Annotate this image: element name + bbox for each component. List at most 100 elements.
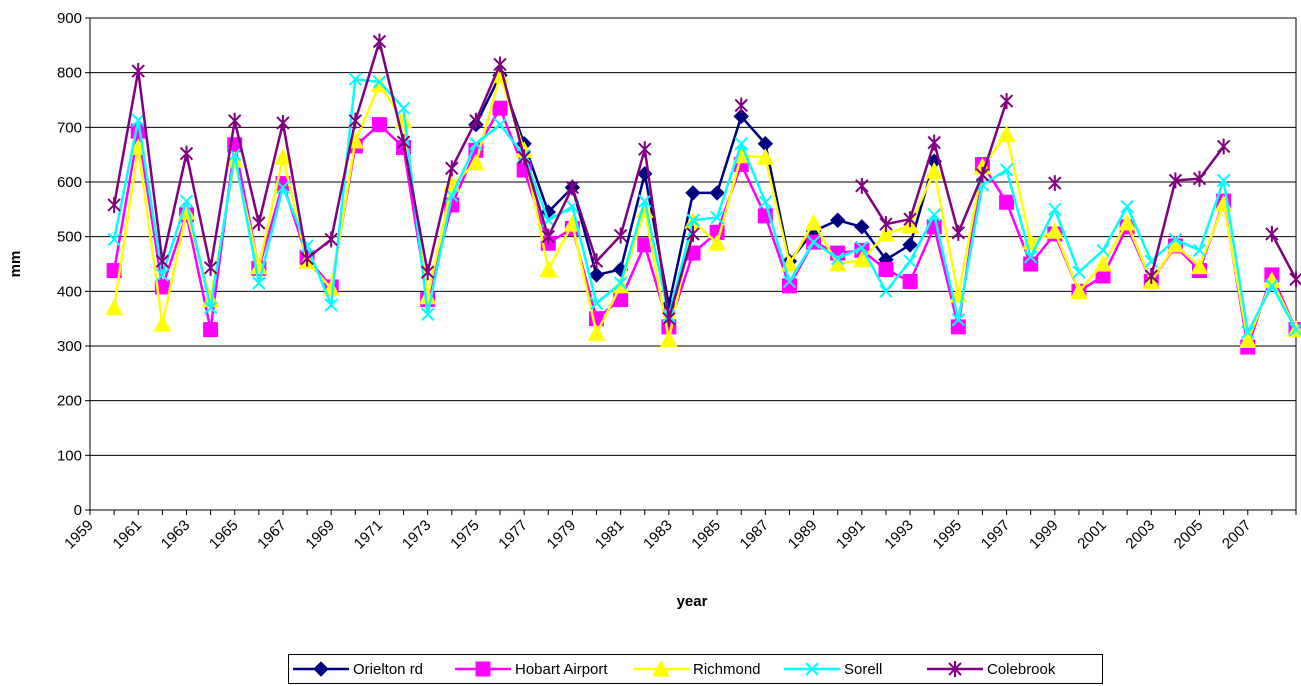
y-tick-label: 200 bbox=[57, 393, 82, 410]
data-point bbox=[276, 180, 290, 195]
data-point bbox=[371, 117, 387, 133]
data-point bbox=[1045, 222, 1064, 239]
data-point bbox=[877, 224, 895, 242]
x-tick-label: 1965 bbox=[206, 517, 242, 553]
data-point bbox=[107, 196, 121, 213]
data-point bbox=[1094, 254, 1112, 272]
data-point bbox=[1048, 202, 1062, 217]
y-tick-label: 700 bbox=[57, 119, 82, 136]
data-point bbox=[999, 194, 1015, 210]
data-point bbox=[300, 250, 314, 267]
data-point bbox=[999, 163, 1014, 177]
data-point bbox=[855, 177, 869, 194]
legend-marker bbox=[652, 659, 670, 677]
data-point bbox=[660, 330, 678, 347]
series-line bbox=[112, 77, 1298, 334]
data-point bbox=[1023, 250, 1038, 264]
data-point bbox=[587, 324, 606, 341]
data-point bbox=[420, 307, 435, 322]
series-colebrook bbox=[107, 33, 1301, 327]
data-point bbox=[324, 298, 338, 312]
data-point bbox=[997, 125, 1016, 142]
data-point bbox=[107, 232, 121, 247]
data-point bbox=[903, 211, 917, 228]
data-point bbox=[1048, 175, 1062, 192]
data-point bbox=[1070, 282, 1088, 299]
x-tick-label: 1989 bbox=[785, 517, 821, 553]
data-point bbox=[1216, 173, 1231, 188]
series-line bbox=[1150, 145, 1225, 277]
data-point bbox=[951, 313, 966, 327]
data-point bbox=[686, 225, 700, 242]
data-point bbox=[445, 188, 459, 203]
data-point bbox=[733, 108, 749, 125]
plot-area-border bbox=[89, 17, 1297, 511]
legend-label: Orielton rd bbox=[353, 660, 424, 678]
data-point bbox=[106, 263, 122, 279]
x-tick-label: 2003 bbox=[1122, 517, 1158, 553]
legend-swatch bbox=[455, 661, 511, 677]
data-point bbox=[155, 268, 170, 282]
series-sorell bbox=[107, 72, 1301, 340]
series-line bbox=[112, 40, 695, 320]
data-point bbox=[372, 33, 387, 50]
data-point bbox=[179, 194, 194, 208]
y-tick-label: 600 bbox=[57, 174, 82, 191]
data-point bbox=[927, 208, 941, 222]
data-point bbox=[999, 93, 1014, 110]
legend-item: Colebrook bbox=[927, 655, 1055, 683]
legend-swatch bbox=[784, 662, 840, 676]
data-point bbox=[638, 194, 652, 208]
data-point bbox=[1118, 213, 1136, 231]
data-point bbox=[804, 213, 823, 231]
x-tick-label: 1979 bbox=[544, 517, 580, 553]
data-point bbox=[758, 195, 773, 209]
data-point bbox=[951, 224, 966, 241]
y-tick-label: 500 bbox=[57, 229, 82, 246]
data-point bbox=[1241, 325, 1255, 340]
y-tick-label: 300 bbox=[57, 338, 82, 355]
x-tick-label: 1971 bbox=[351, 517, 387, 553]
x-tick-label: 1991 bbox=[833, 517, 869, 553]
x-tick-label: 2001 bbox=[1074, 517, 1110, 553]
data-point bbox=[372, 75, 387, 89]
data-point bbox=[855, 240, 869, 255]
data-point bbox=[708, 234, 726, 251]
x-tick-label: 1967 bbox=[254, 517, 290, 553]
data-point bbox=[686, 213, 700, 227]
y-tick-label: 800 bbox=[57, 65, 82, 82]
x-tick-label: 1987 bbox=[737, 517, 773, 553]
x-axis-title: year bbox=[677, 593, 708, 610]
data-point bbox=[131, 113, 145, 127]
data-point bbox=[493, 117, 507, 132]
data-point bbox=[324, 231, 338, 248]
data-point bbox=[274, 148, 292, 165]
data-point bbox=[348, 72, 363, 86]
data-point bbox=[493, 56, 507, 73]
data-point bbox=[662, 310, 676, 327]
x-tick-label: 1977 bbox=[495, 517, 531, 553]
data-point bbox=[203, 259, 218, 276]
legend-label: Sorell bbox=[844, 660, 883, 678]
x-tick-label: 1985 bbox=[688, 517, 724, 553]
data-point bbox=[155, 253, 170, 270]
data-point bbox=[1238, 331, 1257, 349]
data-point bbox=[1190, 257, 1209, 275]
data-point bbox=[1096, 243, 1110, 258]
data-point bbox=[878, 261, 894, 277]
data-point bbox=[1265, 279, 1279, 293]
x-tick-label: 1983 bbox=[640, 517, 676, 553]
data-point bbox=[467, 153, 485, 171]
legend-item: Orielton rd bbox=[293, 655, 423, 683]
data-point bbox=[1023, 256, 1039, 272]
data-point bbox=[1216, 138, 1231, 155]
data-point bbox=[903, 254, 917, 268]
x-tick-label: 1959 bbox=[61, 517, 97, 553]
x-tick-label: 2005 bbox=[1171, 517, 1207, 553]
data-point bbox=[638, 141, 652, 158]
y-tick-label: 0 bbox=[74, 502, 82, 519]
axes bbox=[85, 17, 1297, 515]
y-tick-label: 900 bbox=[57, 10, 82, 27]
data-point bbox=[1265, 225, 1279, 242]
